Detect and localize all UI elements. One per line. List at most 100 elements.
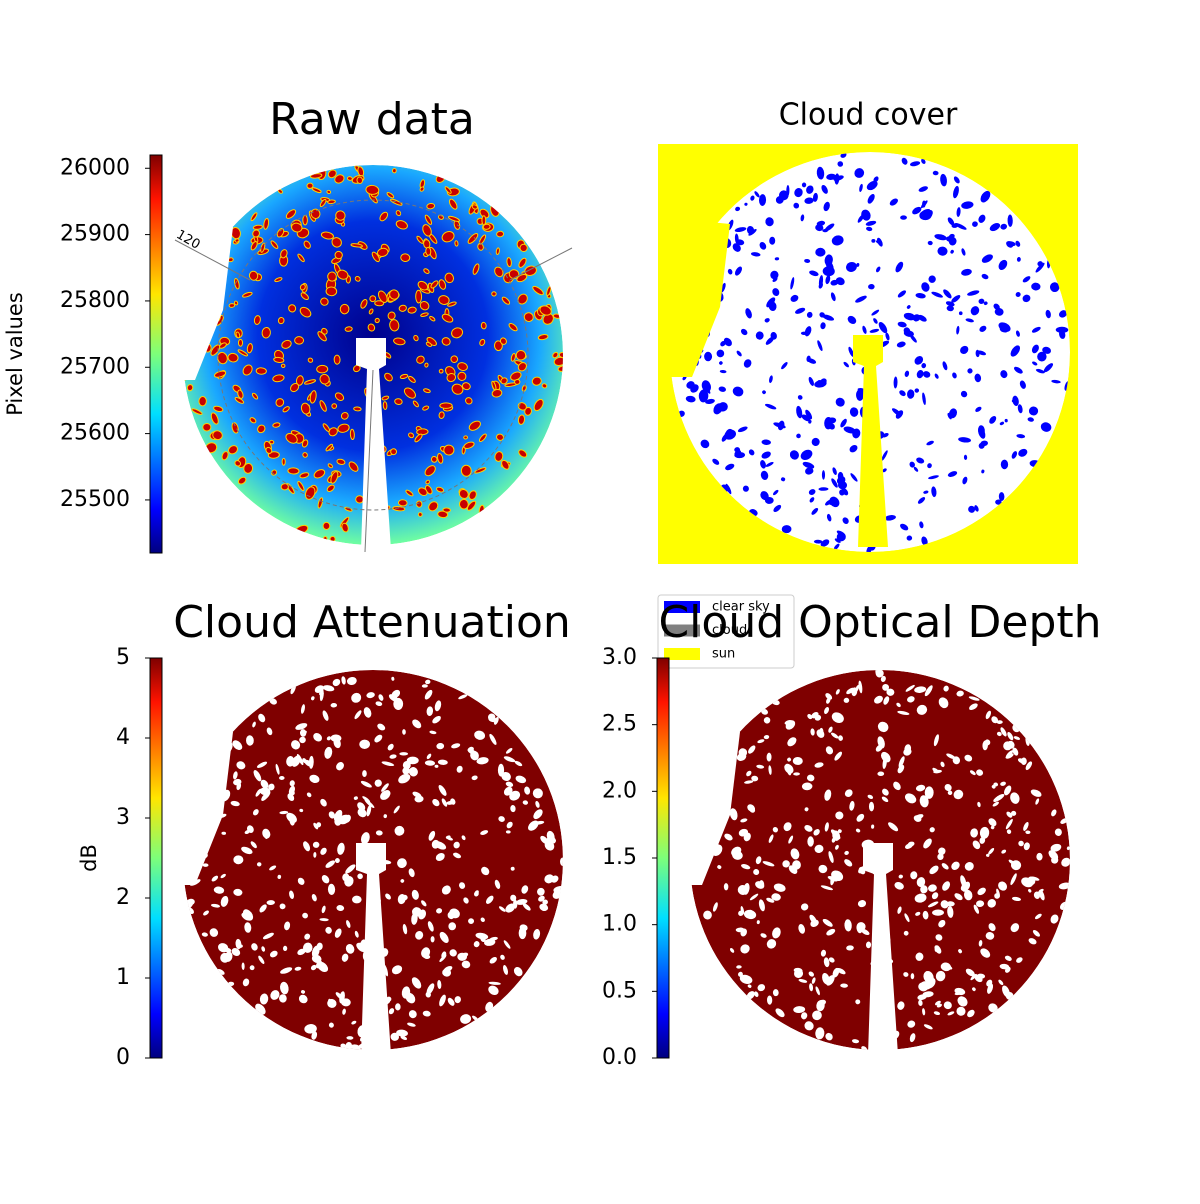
sky-blob xyxy=(773,883,786,892)
sky-blob xyxy=(253,315,261,325)
sky-blob xyxy=(980,190,991,203)
sky-blob xyxy=(801,182,807,188)
sky-blob xyxy=(1000,727,1007,737)
colorbar-label: Pixel values xyxy=(3,292,27,416)
sky-blob xyxy=(468,490,477,501)
sky-blob xyxy=(993,303,1000,310)
sky-blob xyxy=(454,240,459,247)
sky-blob xyxy=(510,805,516,813)
sky-blob xyxy=(425,341,433,347)
sky-blob xyxy=(988,923,996,932)
sky-blob xyxy=(368,308,374,315)
sky-blob xyxy=(458,489,469,499)
sky-blob xyxy=(396,1029,408,1037)
sky-blob xyxy=(798,924,806,934)
sky-blob xyxy=(262,828,271,839)
sky-blob xyxy=(496,433,505,441)
sky-blob xyxy=(294,966,302,971)
sky-blob xyxy=(445,836,453,841)
sky-blob xyxy=(474,730,486,740)
sky-blob xyxy=(447,997,455,1006)
sky-blob xyxy=(834,751,843,761)
sky-blob xyxy=(449,908,460,919)
sky-blob xyxy=(514,379,521,385)
sky-blob xyxy=(718,386,726,392)
sky-blob xyxy=(943,964,953,970)
colorbar-tick-label: 0.0 xyxy=(602,1045,637,1070)
sky-blob xyxy=(898,874,903,879)
sky-blob xyxy=(317,497,324,509)
sky-blob xyxy=(1011,398,1018,403)
sky-blob xyxy=(825,259,834,272)
sky-blob xyxy=(531,376,542,386)
sky-blob xyxy=(480,917,485,923)
sky-blob xyxy=(848,346,854,357)
colorbar-tick-label: 25700 xyxy=(60,354,130,379)
sky-blob xyxy=(987,983,994,994)
sky-blob xyxy=(389,319,400,332)
sky-blob xyxy=(422,224,432,237)
sky-blob xyxy=(985,932,995,940)
sky-blob xyxy=(987,899,996,908)
sky-blob xyxy=(923,210,933,221)
sky-blob xyxy=(334,858,340,864)
colorbar-tick-label: 5 xyxy=(116,645,130,670)
sky-blob xyxy=(309,173,323,179)
sky-blob xyxy=(790,277,795,290)
sky-blob xyxy=(236,761,246,770)
sky-blob xyxy=(415,500,423,508)
sky-blob xyxy=(451,383,464,395)
sky-blob xyxy=(537,887,545,896)
sky-blob xyxy=(320,847,327,855)
sky-blob xyxy=(250,212,258,222)
sky-blob xyxy=(405,489,414,497)
sky-blob xyxy=(861,209,871,221)
sky-blob xyxy=(513,967,523,977)
sky-blob xyxy=(501,296,511,305)
sky-blob xyxy=(830,279,839,286)
sky-blob xyxy=(757,739,765,744)
shadow-band xyxy=(356,843,391,1055)
sky-blob xyxy=(988,1003,998,1013)
sky-blob xyxy=(304,486,316,500)
sky-blob xyxy=(402,729,406,735)
sky-blob xyxy=(813,539,823,544)
sky-blob xyxy=(745,308,752,319)
sky-blob xyxy=(882,788,889,796)
sky-blob xyxy=(905,843,913,849)
sky-blob xyxy=(311,893,317,902)
sky-blob xyxy=(923,490,929,494)
sky-blob xyxy=(880,675,886,682)
colorbar-tick-label: 0.5 xyxy=(602,978,637,1003)
sky-blob xyxy=(805,409,813,420)
panel-title: Cloud Optical Depth xyxy=(658,597,1101,648)
sky-blob xyxy=(849,407,859,417)
sky-blob xyxy=(953,789,964,800)
sky-blob xyxy=(854,168,865,178)
sky-blob xyxy=(957,996,968,1007)
sky-blob xyxy=(538,895,545,902)
sky-blob xyxy=(430,936,435,943)
sky-blob xyxy=(947,906,954,918)
sky-blob xyxy=(782,860,790,868)
sky-blob xyxy=(234,238,240,243)
sky-blob xyxy=(341,953,349,962)
sky-blob xyxy=(700,439,710,449)
sky-blob xyxy=(334,174,345,184)
sky-blob xyxy=(996,731,1002,737)
sky-blob xyxy=(846,945,854,951)
sky-blob xyxy=(1006,241,1014,248)
sky-blob xyxy=(906,305,911,309)
sky-blob xyxy=(899,390,906,397)
sky-blob xyxy=(712,458,720,465)
sky-blob xyxy=(974,505,979,512)
sky-blob xyxy=(327,169,337,179)
sky-blob xyxy=(882,468,887,473)
sky-blob xyxy=(895,261,904,273)
sky-blob xyxy=(907,389,915,399)
sky-blob xyxy=(809,270,819,277)
sky-blob xyxy=(279,994,287,1003)
sky-blob xyxy=(1028,938,1037,945)
sky-blob xyxy=(322,710,329,721)
sky-blob xyxy=(505,830,511,834)
